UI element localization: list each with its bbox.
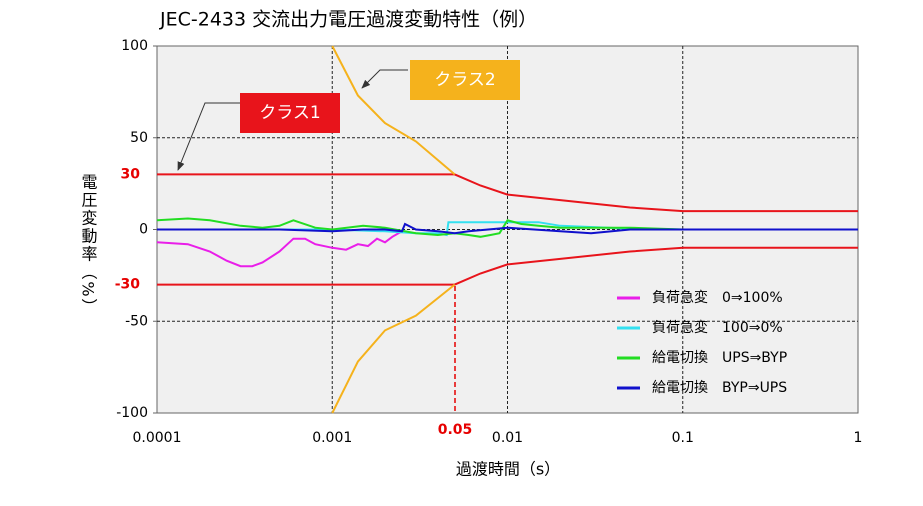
y-tick-label: 100 bbox=[121, 38, 148, 54]
legend-label: 負荷急変 100⇒0% bbox=[652, 319, 783, 336]
legend-label: 負荷急変 0⇒100% bbox=[652, 289, 783, 306]
limit-line bbox=[331, 45, 456, 176]
legend-label: 給電切換 UPS⇒BYP bbox=[652, 350, 787, 366]
class-label: クラス2 bbox=[434, 70, 495, 90]
limit-line bbox=[157, 246, 858, 286]
y-axis-label: 電圧変動率（%） bbox=[79, 173, 98, 316]
annotation: 0.05 bbox=[438, 422, 473, 438]
ref-tick-label: -30 bbox=[115, 277, 141, 293]
x-tick-label: 0.01 bbox=[492, 430, 523, 446]
arrow bbox=[361, 69, 408, 89]
y-tick-label: -100 bbox=[116, 405, 148, 421]
series-line bbox=[156, 230, 403, 268]
x-tick-label: 0.001 bbox=[312, 430, 352, 446]
legend-label: 給電切換 BYP⇒UPS bbox=[652, 380, 787, 396]
x-axis-label: 過渡時間（s） bbox=[456, 460, 560, 479]
chart-title: JEC-2433 交流出力電圧過渡変動特性（例） bbox=[159, 9, 537, 31]
x-tick-label: 0.1 bbox=[672, 430, 694, 446]
limit-line bbox=[157, 173, 858, 213]
series-line bbox=[157, 222, 858, 235]
class-box bbox=[240, 93, 340, 133]
series-line bbox=[156, 217, 858, 238]
x-tick-label: 0.0001 bbox=[133, 430, 182, 446]
y-tick-label: 50 bbox=[130, 130, 148, 146]
ref-tick-label: 30 bbox=[121, 166, 141, 182]
arrow bbox=[177, 102, 240, 171]
y-tick-label: 0 bbox=[139, 222, 148, 238]
x-tick-label: 1 bbox=[854, 430, 863, 446]
class-box bbox=[410, 60, 520, 100]
y-tick-label: -50 bbox=[125, 313, 148, 329]
class-label: クラス1 bbox=[259, 103, 320, 123]
limit-line bbox=[331, 283, 456, 414]
